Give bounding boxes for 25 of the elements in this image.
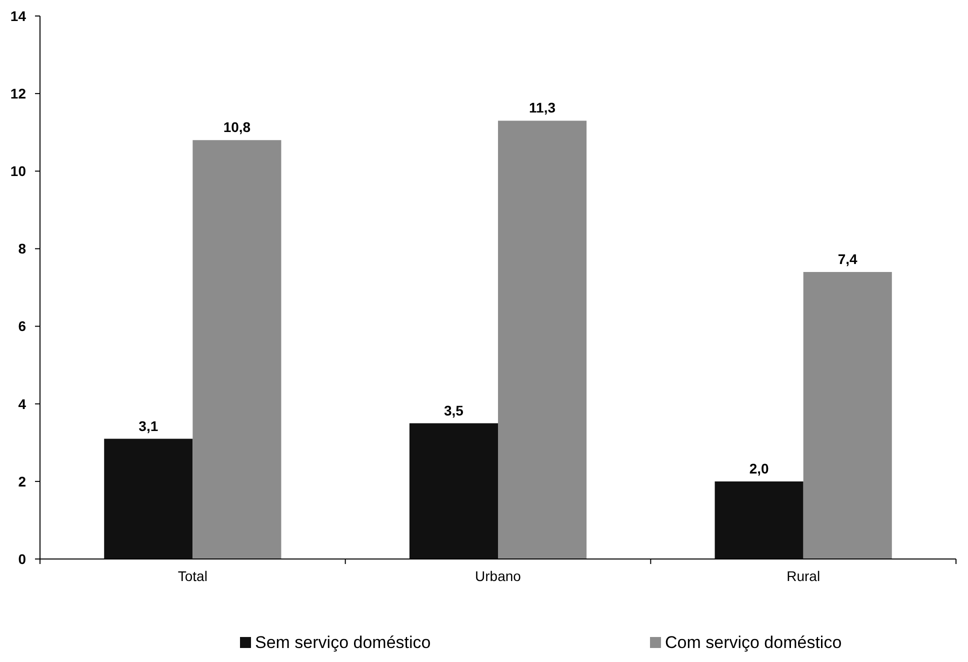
x-tick-label: Total [178, 568, 208, 584]
y-tick-label: 10 [10, 163, 26, 180]
y-tick-label: 2 [18, 473, 26, 490]
y-tick-label: 6 [18, 318, 26, 334]
x-tick-label: Urbano [475, 568, 522, 584]
data-label: 2,0 [749, 460, 769, 476]
bar [409, 423, 498, 559]
y-tick-label: 8 [18, 240, 26, 257]
bar [498, 120, 587, 559]
x-tick-label: Rural [786, 568, 820, 584]
data-label: 11,3 [529, 100, 556, 116]
bar [192, 140, 282, 559]
legend-label: Sem serviço doméstico [255, 633, 431, 652]
legend-label: Com serviço doméstico [665, 633, 842, 652]
y-tick-label: 0 [18, 550, 26, 567]
bar [714, 481, 804, 559]
data-label: 7,4 [838, 250, 858, 267]
bar [104, 438, 193, 559]
data-label: 3,1 [138, 418, 158, 434]
data-label: 3,5 [444, 402, 464, 418]
data-label: 10,8 [223, 119, 251, 136]
bar [803, 272, 892, 559]
y-tick-label: 4 [18, 396, 26, 412]
y-tick-label: 14 [10, 8, 26, 24]
y-tick-label: 12 [10, 85, 26, 102]
